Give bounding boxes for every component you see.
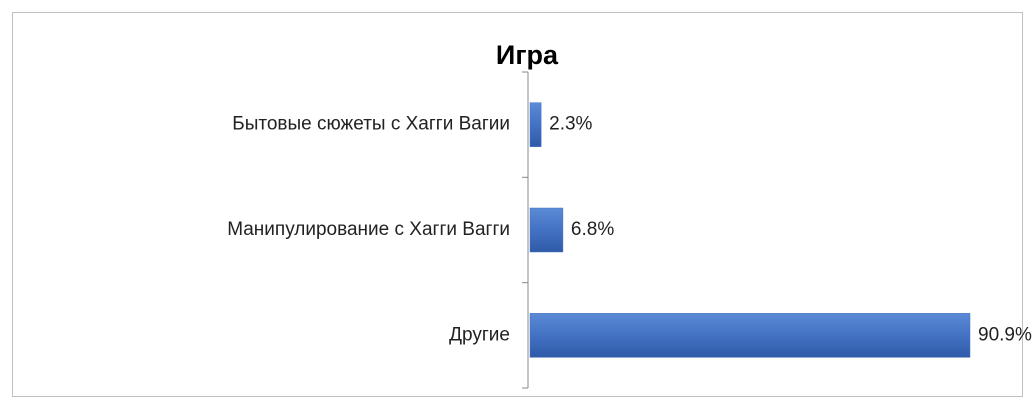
- value-label: 90.9%: [978, 324, 1032, 345]
- bar: [529, 207, 564, 253]
- value-label: 2.3%: [549, 114, 592, 135]
- bar: [529, 313, 971, 358]
- category-label: Манипулирование с Хагги Вагги: [227, 219, 510, 240]
- chart-title: Игра: [496, 40, 559, 70]
- value-label: 6.8%: [571, 219, 614, 240]
- category-label: Другие: [449, 324, 510, 345]
- category-label: Бытовые сюжеты с Хагги Вагии: [232, 114, 510, 135]
- bar: [529, 102, 542, 147]
